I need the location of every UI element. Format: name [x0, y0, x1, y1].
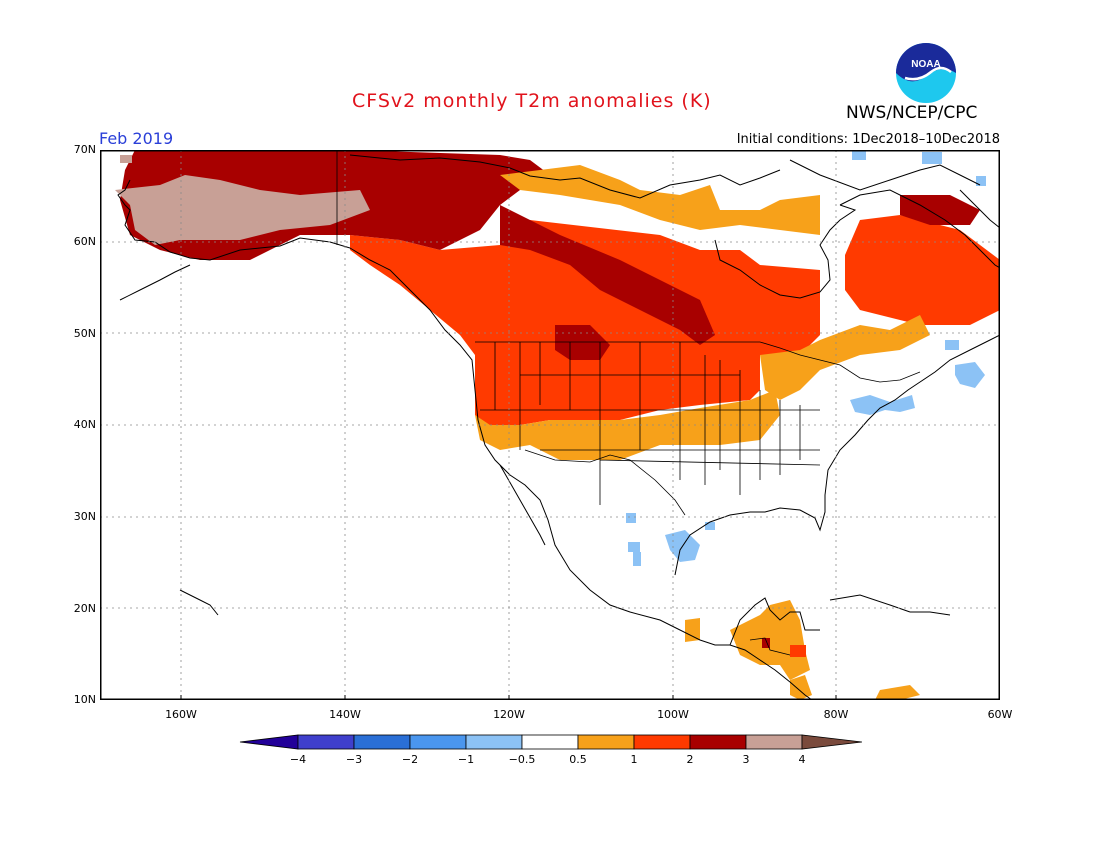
- lat-label-40n: 40N: [73, 418, 96, 431]
- lon-label-100w: 100W: [657, 708, 689, 721]
- lat-label-20n: 20N: [73, 602, 96, 615]
- anomaly-region-plus05-nicaragua: [790, 675, 812, 700]
- lat-label-10n: 10N: [73, 693, 96, 706]
- coastline-central-america: [729, 644, 813, 700]
- colorbar-tick-label: −1: [458, 753, 474, 766]
- anomaly-cell-alaska-edge: [120, 155, 132, 163]
- coastline-greenland: [959, 189, 1000, 229]
- anomaly-region-plus3-prairie: [500, 205, 715, 345]
- map-frame: [100, 150, 1000, 700]
- anomaly-region-minus1-newengland: [955, 362, 985, 388]
- lon-label-60w: 60W: [987, 708, 1013, 721]
- coastline-cuba: [829, 594, 911, 613]
- lat-label-60n: 60N: [73, 235, 96, 248]
- anomaly-region-plus05-colombia: [875, 685, 920, 700]
- colorbar-arrow-low: [239, 734, 299, 750]
- anomaly-region-plus3-labrador: [900, 195, 980, 225]
- anomaly-cell-nova-scotia: [945, 340, 959, 350]
- anomaly-region-plus3-montana: [555, 325, 610, 360]
- colorbar-tick-label: 2: [687, 753, 694, 766]
- anomaly-cell-mexico-north: [628, 542, 640, 552]
- coastline-hudson-bay: [714, 204, 857, 299]
- border-us-mexico: [524, 449, 686, 516]
- colorbar-tick-label: 3: [743, 753, 750, 766]
- lat-label-30n: 30N: [73, 510, 96, 523]
- initial-conditions: Initial conditions: 1Dec2018–10Dec2018: [736, 132, 1000, 147]
- coastline-gulf: [729, 597, 820, 646]
- anomaly-region-plus1to2-quebec: [845, 215, 1000, 325]
- anomaly-region-minus1-northeast: [850, 395, 915, 415]
- border-mexico-central-america: [749, 637, 791, 656]
- lon-label-140w: 140W: [329, 708, 361, 721]
- noaa-logo: NOAA: [896, 43, 956, 103]
- colorbar-arrow-high: [801, 734, 862, 750]
- anomaly-region-plus05-northcanada: [500, 165, 820, 235]
- coastline-alaska: [117, 179, 351, 261]
- colorbar-tick-label: 0.5: [569, 753, 587, 766]
- colorbar-tick-label: 1: [631, 753, 638, 766]
- anomaly-region-plus05-guerrero: [685, 618, 700, 642]
- anomaly-cell-ellesmere-b: [922, 152, 942, 164]
- colorbar-tick-label: −0.5: [509, 753, 536, 766]
- coastline-hispaniola: [910, 611, 951, 616]
- coastline-hawaii: [179, 589, 219, 616]
- anomaly-cell-yucatan: [762, 638, 770, 648]
- forecast-month: Feb 2019: [99, 129, 174, 148]
- borders: [336, 150, 921, 656]
- border-us-canada: [475, 341, 921, 383]
- svg-text:NOAA: NOAA: [911, 59, 940, 70]
- anomaly-cell-mexico-central: [633, 552, 641, 566]
- anomaly-map: [100, 150, 1000, 700]
- colorbar-tick-label: −2: [402, 753, 418, 766]
- colorbar-swatch: [297, 734, 355, 750]
- colorbar-tick-label: 4: [799, 753, 806, 766]
- anomaly-cell-ellesmere-a: [852, 150, 866, 160]
- lon-label-160w: 160W: [165, 708, 197, 721]
- anomaly-region-plus4-alaska: [115, 175, 370, 245]
- anomaly-cell-honduras: [790, 645, 806, 657]
- coastline-arctic: [349, 154, 781, 199]
- colorbar-swatch: [577, 734, 635, 750]
- coastlines: [117, 154, 1000, 700]
- anomaly-shading: [115, 150, 1000, 700]
- colorbar-tick-label: −4: [290, 753, 306, 766]
- coastline-aleutians: [119, 264, 191, 301]
- coastline-atlantic: [824, 334, 1000, 496]
- color-scale-bar: −4 −3 −2 −1 −0.5 0.5 1 2 3 4: [239, 734, 862, 766]
- coastline-baja: [499, 464, 546, 546]
- colorbar-swatch: [353, 734, 411, 750]
- colorbar-swatch: [689, 734, 747, 750]
- lat-label-50n: 50N: [73, 327, 96, 340]
- state-borders: [480, 342, 821, 505]
- anomaly-region-plus05-greatlakes: [760, 315, 930, 400]
- colorbar-tick-label: −3: [346, 753, 362, 766]
- anomaly-region-plus05-southwest: [475, 390, 780, 460]
- colorbar-swatch: [745, 734, 803, 750]
- colorbar-swatch: [633, 734, 691, 750]
- coastline-gulf-north: [674, 495, 826, 576]
- lon-label-80w: 80W: [823, 708, 849, 721]
- lat-lon-grid: [100, 150, 1000, 700]
- colorbar-swatch: [409, 734, 467, 750]
- colorbar-swatch: [521, 734, 579, 750]
- lon-label-120w: 120W: [493, 708, 525, 721]
- anomaly-cell-gulf-coast: [705, 522, 715, 530]
- anomaly-cell-chihuahua: [626, 513, 636, 523]
- map-title: CFSv2 monthly T2m anomalies (K): [352, 90, 712, 112]
- org-label: NWS/NCEP/CPC: [846, 103, 978, 123]
- coastline-pacific-northwest: [349, 247, 730, 646]
- coastline-baffin: [789, 159, 981, 191]
- anomaly-cell-greenland: [976, 176, 986, 186]
- colorbar-swatch: [465, 734, 523, 750]
- coastline-labrador: [839, 189, 1000, 269]
- lat-label-70n: 70N: [73, 143, 96, 156]
